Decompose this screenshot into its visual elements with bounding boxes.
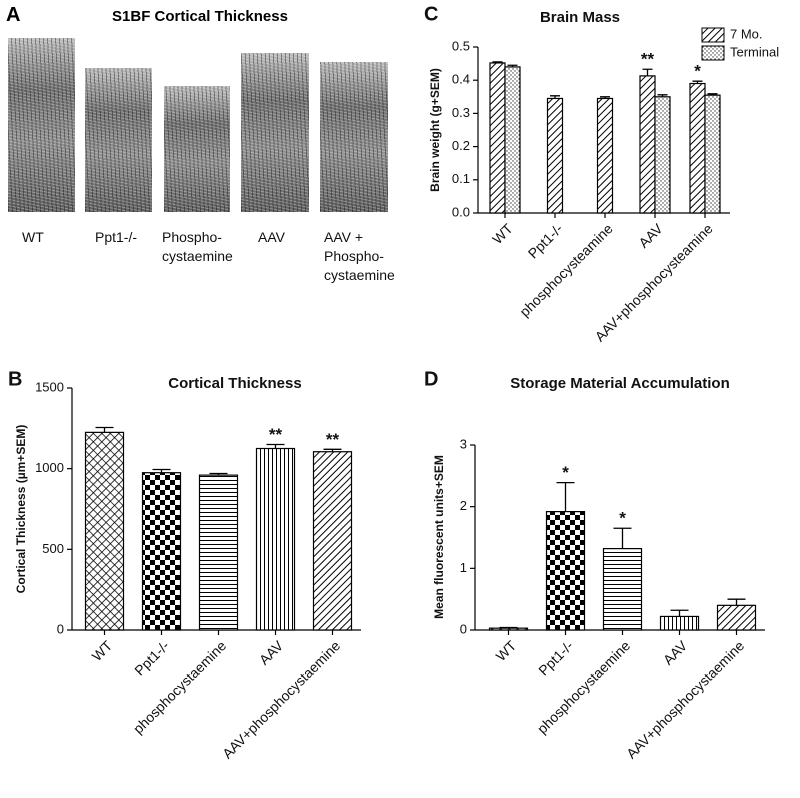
error-bar: [692, 80, 703, 84]
bar: [596, 97, 614, 214]
chart-title: Storage Material Accumulation: [510, 375, 730, 392]
y-axis-label: Mean fluorescent units+SEM: [432, 455, 446, 619]
x-tick-label: AAV+phosphocystaemine: [623, 637, 747, 761]
y-tick-label: 0.3: [452, 105, 470, 120]
panel-letter: A: [6, 4, 21, 26]
legend-swatch: [701, 27, 725, 43]
bar: [659, 615, 700, 631]
bar: [704, 94, 721, 214]
image-label: WT: [22, 229, 44, 245]
x-tick-label: AAV: [256, 637, 287, 668]
x-tick-label: AAV: [635, 220, 666, 251]
x-tick-label: AAV+phosphocystaemine: [219, 637, 343, 761]
y-tick-label: 0.0: [452, 204, 470, 219]
annotation: **: [641, 50, 655, 69]
panel-title: S1BF Cortical Thickness: [112, 8, 288, 25]
micrograph: [8, 38, 75, 212]
error-bar: [613, 527, 632, 549]
bar: [312, 451, 353, 631]
y-tick-label: 0.1: [452, 171, 470, 186]
y-tick-label: 3: [460, 436, 467, 451]
bar: [602, 547, 643, 631]
x-tick-label: Ppt1-/-: [131, 637, 172, 678]
micrograph: [320, 62, 388, 212]
x-tick-label: Ppt1-/-: [535, 637, 576, 678]
error-bar: [556, 481, 575, 512]
x-tick-label: WT: [489, 220, 516, 247]
legend-label: Terminal: [730, 44, 779, 59]
y-tick-label: 0.2: [452, 138, 470, 153]
annotation: **: [326, 430, 340, 449]
panel-letter: B: [8, 368, 22, 390]
error-bar: [499, 626, 518, 629]
y-tick-label: 1: [460, 560, 467, 575]
y-tick-label: 1500: [35, 379, 64, 394]
annotation: **: [269, 425, 283, 444]
y-tick-label: 0: [57, 621, 64, 636]
panel-letter: C: [424, 3, 438, 25]
bar: [141, 472, 182, 631]
bar: [255, 447, 296, 631]
y-tick-label: 0.5: [452, 38, 470, 53]
image-label: AAV + Phospho- cystaemine: [324, 229, 395, 283]
x-tick-label: phosphocysteamine: [516, 220, 616, 320]
bar: [639, 75, 656, 214]
legend-label: 7 Mo.: [730, 26, 763, 41]
y-tick-label: 0.4: [452, 72, 470, 87]
bar: [504, 66, 521, 214]
y-tick-label: 500: [42, 541, 64, 556]
error-bar: [550, 95, 560, 99]
error-bar: [707, 93, 718, 96]
bar: [654, 96, 671, 214]
y-tick-label: 1000: [35, 460, 64, 475]
annotation: *: [562, 463, 569, 482]
x-tick-label: WT: [493, 637, 520, 664]
error-bar: [657, 94, 668, 97]
micrograph: [85, 68, 152, 212]
error-bar: [642, 68, 653, 76]
error-bar: [600, 96, 610, 99]
error-bar: [323, 448, 342, 452]
x-tick-label: WT: [89, 637, 116, 664]
micrograph: [241, 53, 309, 212]
chart-title: Cortical Thickness: [168, 375, 301, 392]
bar: [198, 474, 239, 631]
legend-swatch: [701, 45, 725, 61]
bar: [546, 97, 564, 214]
image-label: Ppt1-/-: [95, 229, 138, 245]
bar: [488, 627, 529, 631]
error-bar: [492, 61, 503, 63]
y-tick-label: 2: [460, 498, 467, 513]
panel-letter: D: [424, 368, 438, 390]
bar: [489, 62, 506, 214]
y-axis-label: Cortical Thickness (µm+SEM): [14, 425, 28, 594]
error-bar: [95, 426, 114, 433]
annotation: *: [619, 509, 626, 528]
bar: [84, 431, 125, 631]
error-bar: [152, 468, 171, 473]
micrograph: [164, 86, 230, 212]
error-bar: [507, 64, 518, 67]
chart-title: Brain Mass: [540, 9, 620, 26]
error-bar: [670, 609, 689, 617]
y-tick-label: 0: [460, 621, 467, 636]
image-label: AAV: [258, 229, 285, 245]
y-axis-label: Brain weight (g+SEM): [428, 68, 442, 192]
error-bar: [727, 598, 746, 606]
x-tick-label: AAV: [660, 637, 691, 668]
bar: [716, 604, 757, 631]
x-tick-label: Ppt1-/-: [525, 220, 566, 261]
error-bar: [266, 443, 285, 449]
error-bar: [209, 472, 228, 476]
bar: [689, 82, 706, 214]
annotation: *: [694, 62, 701, 81]
image-label: Phospho- cystaemine: [162, 229, 233, 264]
bar: [545, 511, 586, 631]
